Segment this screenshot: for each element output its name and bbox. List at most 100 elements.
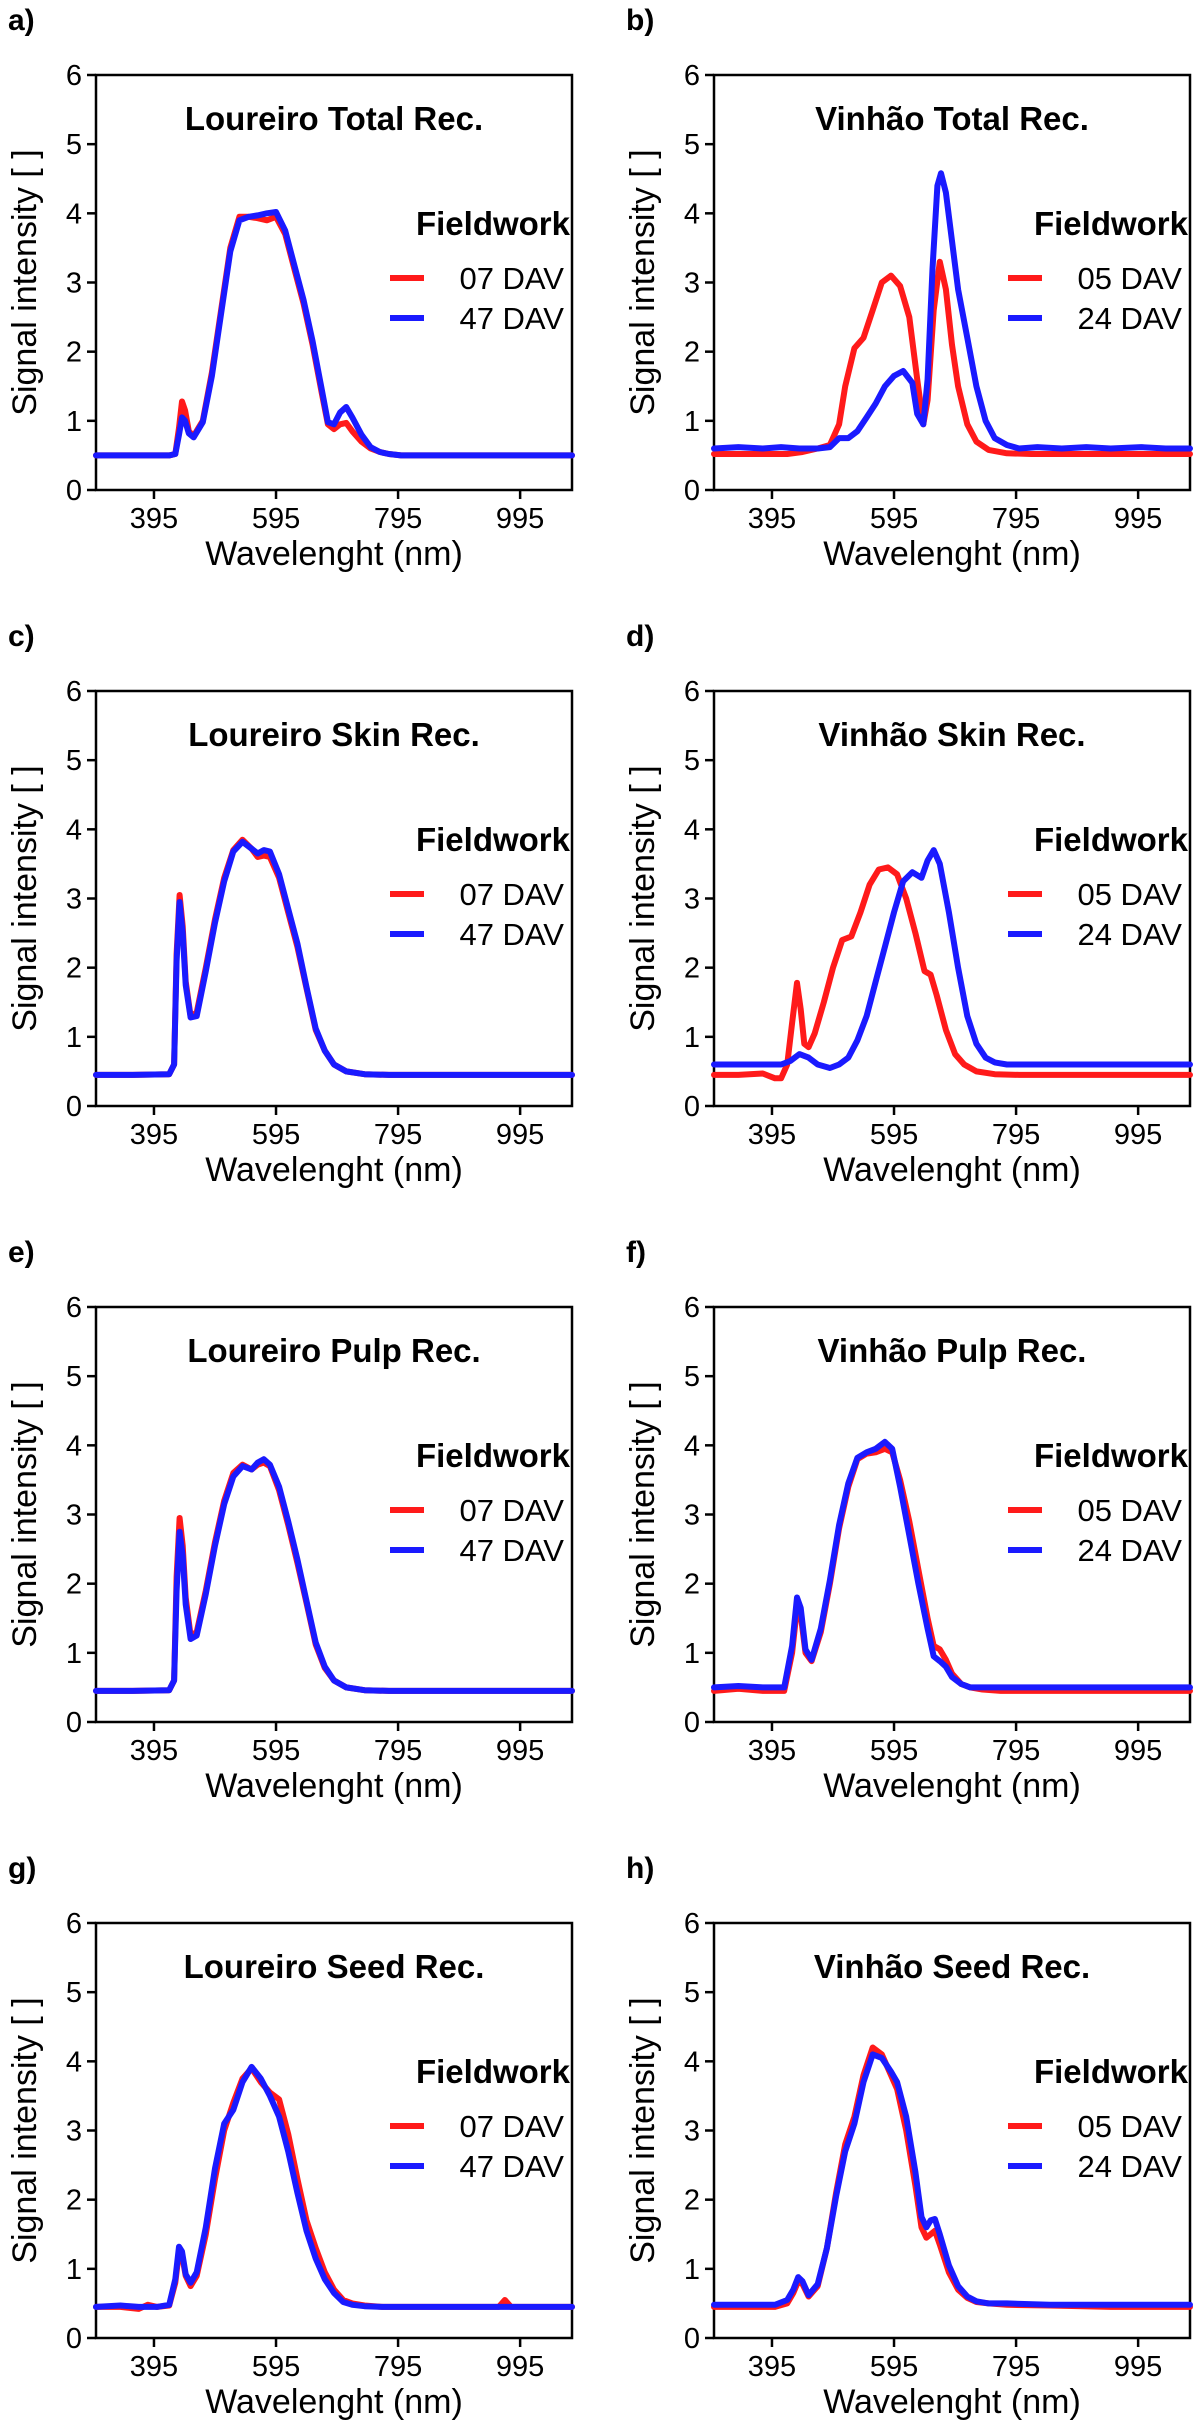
chart-panel-h: h) 0 1 2 3 4 5 6 395 595 795 995 Wavelenght (nm) Sign… [624, 1852, 1193, 2421]
y-tick-label: 0 [66, 2323, 82, 2355]
x-tick-label: 995 [1114, 503, 1162, 535]
chart-panel-e: e) 0 1 2 3 4 5 6 395 595 795 995 Wavelenght (nm) Sign… [6, 1236, 575, 1805]
y-tick-label: 1 [684, 1638, 700, 1670]
x-tick-label: 595 [870, 2351, 918, 2383]
x-tick-label: 795 [374, 2351, 422, 2383]
y-tick-label: 6 [66, 1292, 82, 1324]
x-tick-label: 395 [130, 1735, 178, 1767]
chart-panel-b: b) 0 1 2 3 4 5 6 395 595 795 995 Wavelenght (nm) Sign… [624, 4, 1193, 573]
y-tick-label: 1 [684, 1022, 700, 1054]
y-tick-label: 4 [684, 814, 700, 846]
y-tick-label: 3 [684, 268, 700, 300]
y-tick-label: 1 [66, 1022, 82, 1054]
x-tick-label: 595 [252, 2351, 300, 2383]
legend-label: 47 DAV [459, 301, 564, 336]
y-tick-label: 6 [684, 1292, 700, 1324]
legend-label: 24 DAV [1077, 1533, 1182, 1568]
panel-letter: c) [8, 620, 35, 653]
y-tick-label: 4 [684, 1430, 700, 1462]
y-axis-label: Signal intensity [ ] [6, 1997, 44, 2263]
legend-title: Fieldwork [1034, 205, 1189, 242]
legend-label: 24 DAV [1077, 917, 1182, 952]
y-tick-label: 5 [66, 1361, 82, 1393]
x-tick-label: 595 [252, 503, 300, 535]
y-tick-label: 5 [66, 1977, 82, 2009]
y-axis-label: Signal intensity [ ] [624, 765, 662, 1031]
chart-panel-d: d) 0 1 2 3 4 5 6 395 595 795 995 Wavelenght (nm) Sign… [624, 620, 1193, 1189]
legend-label: 07 DAV [459, 877, 564, 912]
y-tick-label: 5 [684, 1361, 700, 1393]
x-axis-label: Wavelenght (nm) [205, 1151, 463, 1189]
y-tick-label: 5 [66, 745, 82, 777]
y-tick-label: 6 [66, 676, 82, 708]
y-tick-label: 0 [66, 1707, 82, 1739]
y-tick-label: 2 [684, 337, 700, 369]
chart-title: Loureiro Pulp Rec. [187, 1332, 480, 1369]
series-line-47-dav [93, 838, 575, 1078]
y-tick-label: 1 [684, 2254, 700, 2286]
x-tick-label: 595 [870, 1119, 918, 1151]
legend-label: 07 DAV [459, 261, 564, 296]
y-tick-label: 0 [66, 1091, 82, 1123]
y-tick-label: 2 [684, 953, 700, 985]
y-tick-label: 4 [66, 2046, 82, 2078]
legend: Fieldwork 07 DAV 47 DAV [390, 1437, 571, 1568]
y-tick-label: 3 [684, 1500, 700, 1532]
legend: Fieldwork 07 DAV 47 DAV [390, 205, 571, 336]
x-tick-label: 595 [252, 1119, 300, 1151]
x-tick-label: 795 [374, 503, 422, 535]
legend-label: 24 DAV [1077, 2149, 1182, 2184]
legend-label: 05 DAV [1077, 261, 1182, 296]
x-axis-label: Wavelenght (nm) [205, 1767, 463, 1805]
x-axis-label: Wavelenght (nm) [823, 1151, 1081, 1189]
y-tick-label: 3 [66, 268, 82, 300]
x-tick-label: 595 [870, 1735, 918, 1767]
y-tick-label: 3 [684, 884, 700, 916]
x-tick-label: 795 [992, 1119, 1040, 1151]
legend-label: 05 DAV [1077, 877, 1182, 912]
chart-title: Vinhão Pulp Rec. [818, 1332, 1087, 1369]
x-tick-label: 395 [748, 503, 796, 535]
y-tick-label: 3 [684, 2116, 700, 2148]
y-tick-label: 4 [684, 2046, 700, 2078]
y-tick-label: 1 [684, 406, 700, 438]
legend-label: 47 DAV [459, 2149, 564, 2184]
x-tick-label: 995 [1114, 1119, 1162, 1151]
y-tick-label: 5 [684, 745, 700, 777]
legend-label: 07 DAV [459, 1493, 564, 1528]
y-tick-label: 4 [684, 198, 700, 230]
legend-title: Fieldwork [416, 821, 571, 858]
x-axis-label: Wavelenght (nm) [823, 535, 1081, 573]
y-tick-label: 3 [66, 2116, 82, 2148]
x-axis-label: Wavelenght (nm) [823, 1767, 1081, 1805]
y-tick-label: 1 [66, 1638, 82, 1670]
y-tick-label: 6 [684, 60, 700, 92]
panel-letter: a) [8, 4, 35, 37]
legend-label: 07 DAV [459, 2109, 564, 2144]
legend-label: 05 DAV [1077, 1493, 1182, 1528]
y-tick-label: 2 [684, 2185, 700, 2217]
series-line-47-dav [93, 2063, 575, 2310]
series-line-47-dav [93, 1456, 575, 1694]
y-tick-label: 5 [684, 1977, 700, 2009]
y-tick-label: 4 [66, 198, 82, 230]
x-tick-label: 795 [992, 503, 1040, 535]
x-tick-label: 795 [374, 1119, 422, 1151]
legend: Fieldwork 05 DAV 24 DAV [1008, 1437, 1189, 1568]
chart-title: Loureiro Seed Rec. [184, 1948, 485, 1985]
legend-title: Fieldwork [416, 205, 571, 242]
y-tick-label: 2 [684, 1569, 700, 1601]
panel-letter: g) [8, 1852, 36, 1885]
panel-letter: e) [8, 1236, 35, 1269]
series-line-24-dav [711, 1438, 1193, 1691]
panel-letter: b) [626, 4, 654, 37]
x-tick-label: 795 [992, 2351, 1040, 2383]
series-line-05-dav [711, 864, 1193, 1082]
x-axis-label: Wavelenght (nm) [205, 535, 463, 573]
chart-title: Vinhão Seed Rec. [814, 1948, 1090, 1985]
y-tick-label: 6 [66, 1908, 82, 1940]
y-tick-label: 6 [66, 60, 82, 92]
y-tick-label: 4 [66, 1430, 82, 1462]
y-axis-label: Signal intensity [ ] [6, 149, 44, 415]
y-axis-label: Signal intensity [ ] [624, 1381, 662, 1647]
